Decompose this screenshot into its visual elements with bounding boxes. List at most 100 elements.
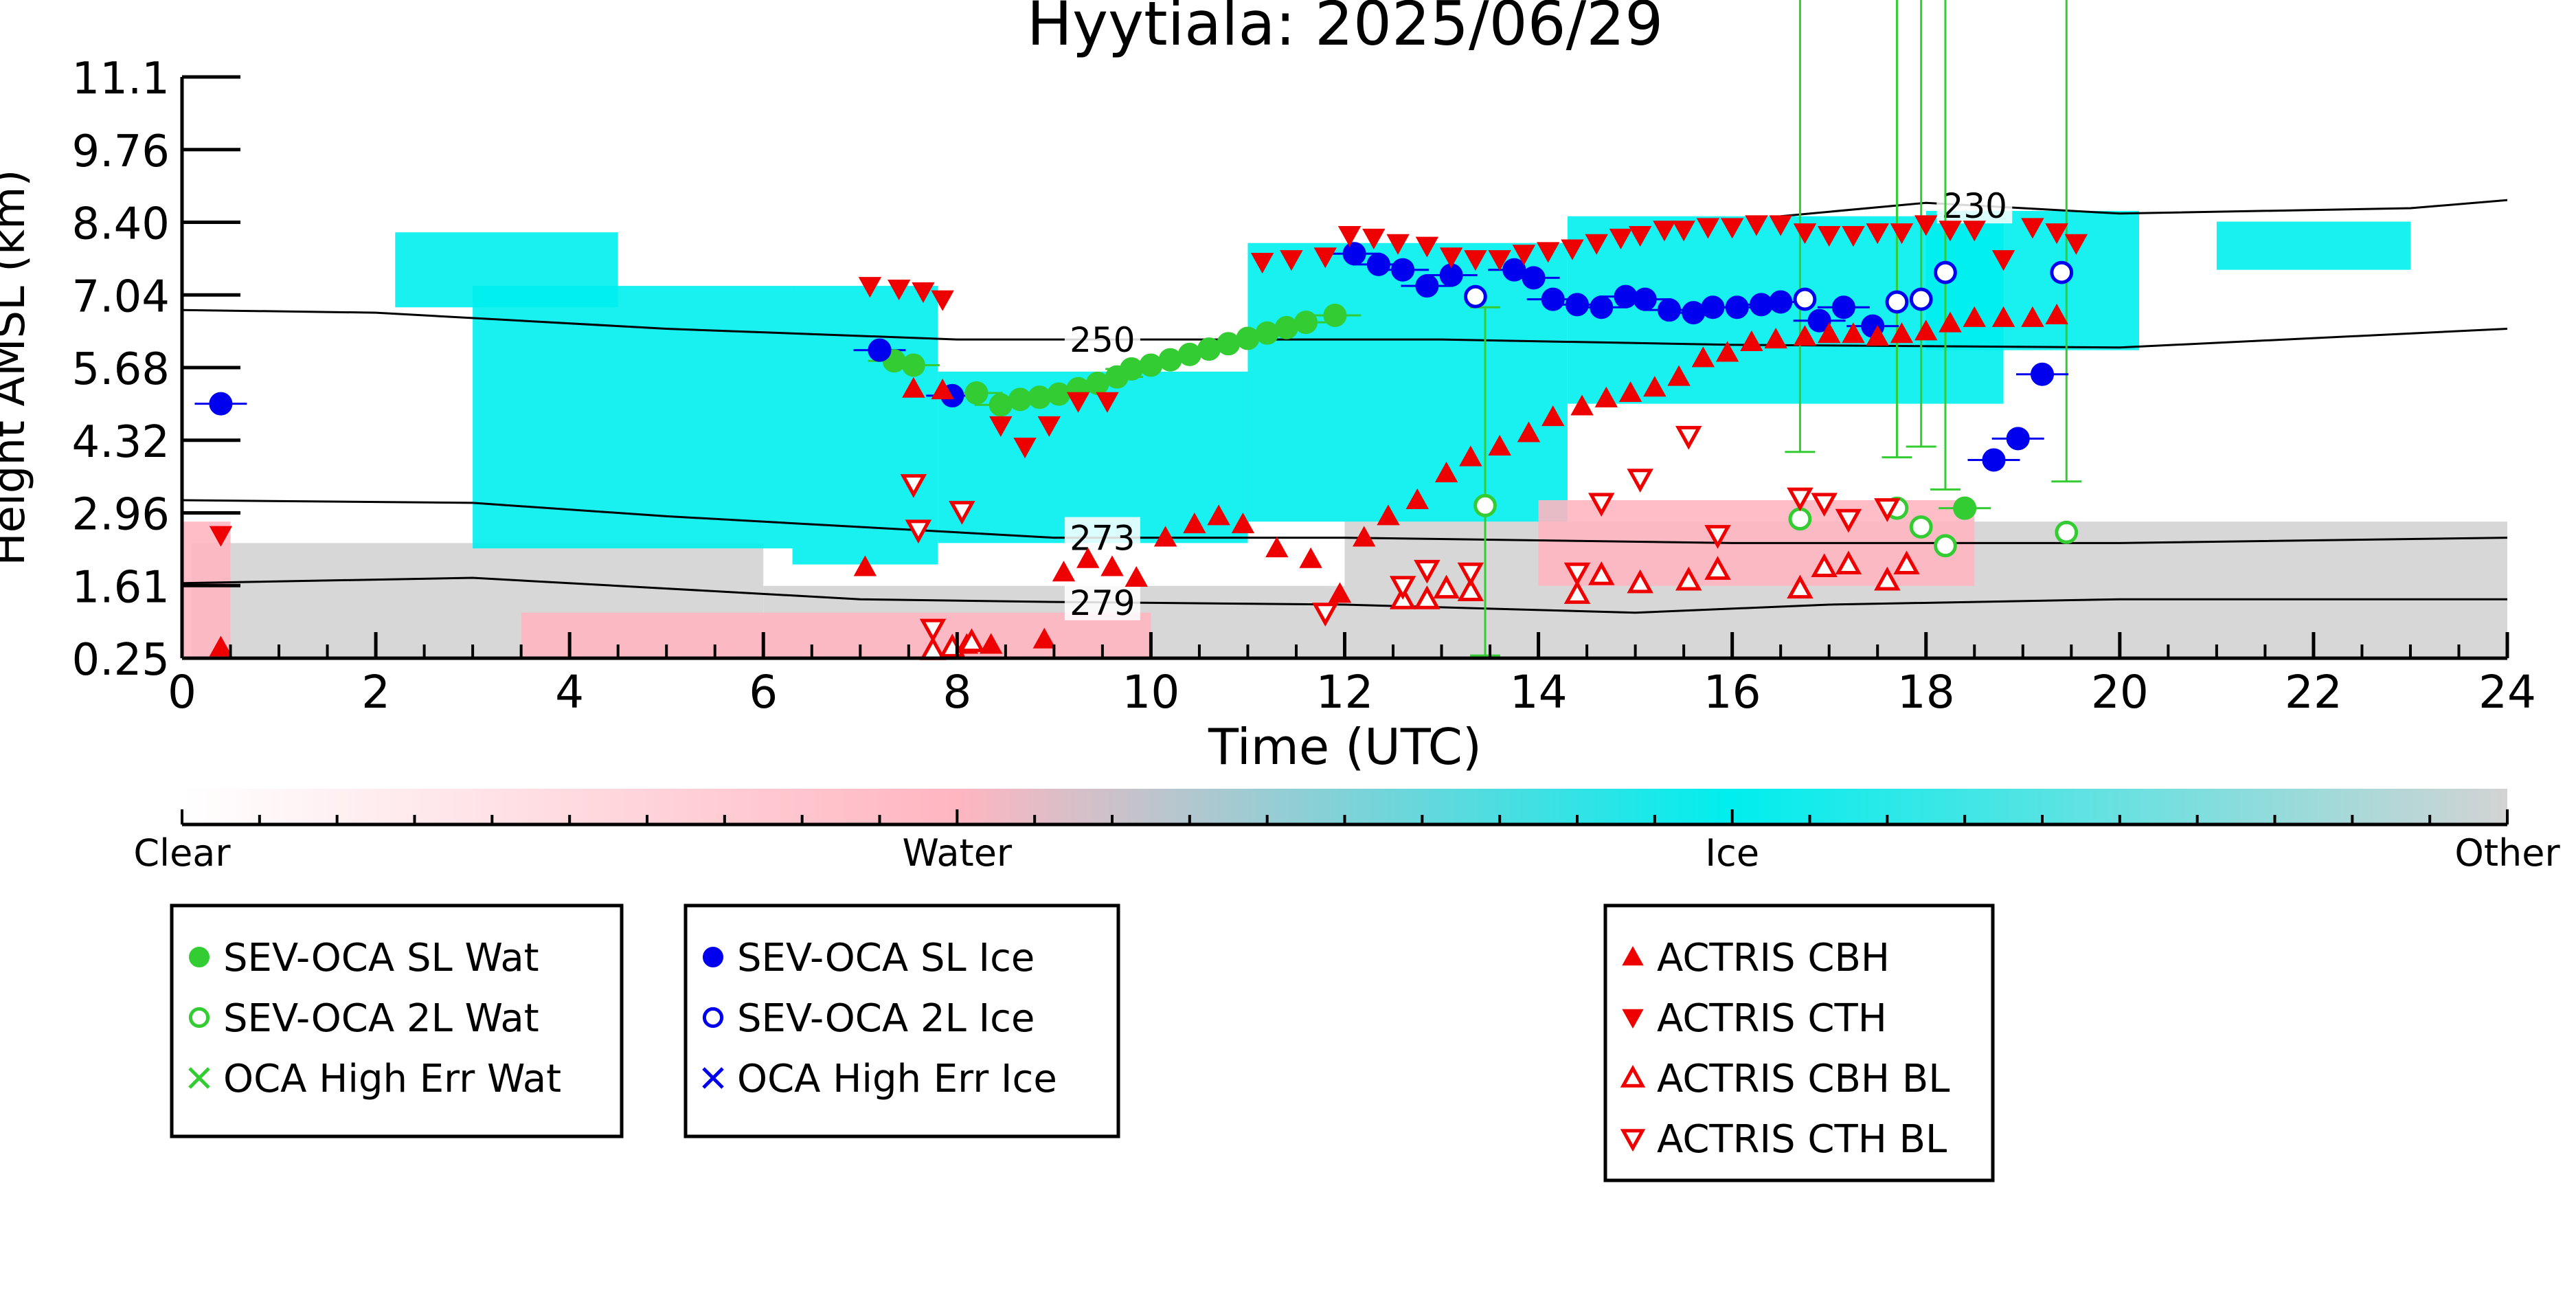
sev-oca-sl-wat-point: [1274, 315, 1298, 339]
legend-label: ACTRIS CTH: [1657, 996, 1887, 1041]
legend-marker-b: [702, 1067, 724, 1089]
legend: SEV-OCA SL Wat SEV-OCA 2L Wat OCA High Err…: [170, 903, 1995, 1182]
actris-cth-point: [1842, 226, 1865, 247]
actris-cbh-bl-point: [1414, 585, 1440, 609]
actris-cth-bl-point: [1312, 603, 1339, 627]
sev-oca-2l-ice-point: [1464, 284, 1487, 308]
sev-oca-sl-wat-point: [1177, 342, 1201, 366]
sev-oca-sl-ice-point: [2006, 427, 2030, 451]
actris-cth-point: [912, 282, 935, 303]
actris-cbh-point: [1353, 526, 1376, 547]
sev-oca-sl-ice-point: [2031, 362, 2054, 386]
isotherm-label: 273: [1070, 519, 1135, 559]
legend-marker: [702, 1007, 724, 1029]
actris-cth-point: [858, 277, 882, 298]
actris-cbh-point: [1594, 386, 1618, 407]
actris-cth-point: [1439, 247, 1463, 269]
actris-cbh-point: [1715, 341, 1739, 362]
isotherm-label: 250: [1070, 320, 1135, 360]
actris-cbh-point: [1032, 627, 1056, 649]
actris-cth-point: [1818, 226, 1841, 247]
x-tick-label: 20: [2091, 666, 2149, 719]
actris-cbh-bl-point: [1433, 574, 1460, 599]
actris-cth-point: [2045, 223, 2068, 245]
actris-cth-point: [1561, 239, 1584, 260]
sev-oca-2l-ice-point: [1934, 260, 1957, 284]
x-tick-label: 16: [1704, 666, 1761, 719]
actris-cth-bl-point: [919, 618, 947, 643]
actris-cth-point: [1653, 221, 1676, 242]
actris-cth-bl-point: [900, 474, 927, 498]
actris-cth-point: [1415, 236, 1439, 258]
sev-oca-sl-wat-point: [1008, 388, 1032, 412]
actris-cth-bl-point: [1457, 562, 1484, 587]
actris-cbh-point: [931, 379, 954, 400]
actris-cbh-point: [1842, 322, 1865, 344]
actris-cth-bl-point: [905, 519, 932, 544]
legend-marker: [1622, 945, 1644, 966]
sev-oca-sl-wat-point: [1028, 385, 1052, 409]
chart-title: Hyytiala: 2025/06/29: [1027, 0, 1663, 59]
x-tick-label: 6: [749, 666, 778, 719]
y-tick-label: 11.1: [72, 54, 170, 104]
sev-oca-sl-ice-point: [1682, 301, 1706, 325]
legend-frame: [170, 903, 624, 1138]
actris-cbh-point: [853, 555, 877, 576]
actris-cbh-point: [1793, 325, 1817, 346]
actris-cth-bl-point: [1874, 498, 1901, 522]
actris-cbh-bl-point: [1874, 566, 1901, 591]
actris-cth-point: [989, 416, 1013, 437]
isotherm-250: [182, 308, 2507, 349]
water-region-0: [182, 521, 231, 658]
sev-oca-sl-ice-point: [1566, 293, 1589, 317]
legend-label: ACTRIS CBH BL: [1657, 1057, 1950, 1101]
actris-cbh-point: [979, 633, 1003, 654]
actris-cbh-point: [1377, 504, 1400, 526]
x-axis-label: Time (UTC): [1208, 718, 1482, 776]
actris-cbh-point: [1643, 376, 1667, 397]
actris-cbh-point: [1570, 394, 1594, 416]
colorbar-label: Other: [2454, 831, 2560, 875]
ice-region-2: [792, 286, 938, 565]
sev-oca-sl-wat-point: [988, 393, 1013, 417]
y-tick-label: 4.32: [72, 417, 170, 468]
actris-cth-point: [1939, 221, 1962, 242]
legend-label: SEV-OCA SL Ice: [737, 936, 1035, 980]
sev-oca-sl-ice-point: [1502, 258, 1526, 282]
actris-cbh-point: [1328, 582, 1352, 603]
x-tick-label: 12: [1316, 666, 1374, 719]
sev-oca-sl-wat-point: [1953, 496, 1977, 520]
actris-cbh-bl-point: [958, 628, 985, 653]
actris-cbh-point: [1541, 405, 1565, 427]
actris-cth-point: [1250, 253, 1274, 274]
legend-label: ACTRIS CBH: [1657, 936, 1890, 980]
actris-cbh-point: [1618, 381, 1642, 403]
actris-cbh-point: [1405, 488, 1429, 509]
sev-oca-sl-wat-point: [1047, 382, 1071, 406]
actris-cbh-point: [1667, 365, 1691, 386]
x-tick-label: 0: [168, 666, 196, 719]
actris-cbh-bl-point: [1704, 556, 1731, 580]
actris-cbh-point: [1890, 322, 1914, 344]
sev-oca-sl-wat-point: [1255, 321, 1279, 345]
actris-cbh-point: [1866, 325, 1889, 346]
actris-cth-point: [1720, 218, 1744, 239]
actris-cth-point: [1337, 226, 1362, 247]
actris-cth-bl-point: [1588, 493, 1615, 517]
actris-cth-bl-point: [1787, 487, 1814, 512]
actris-cbh-bl-point: [1835, 550, 1862, 575]
actris-cth-point: [1386, 234, 1410, 255]
legend-box-1: SEV-OCA SL Wat SEV-OCA 2L Wat OCA High Err…: [170, 903, 624, 1138]
sev-oca-2l-ice-point: [2050, 260, 2074, 284]
y-tick-label: 0.25: [72, 635, 170, 686]
actris-cth-point: [1890, 223, 1914, 245]
legend-frame: [683, 903, 1120, 1138]
actris-cth-point: [1488, 250, 1511, 271]
y-tick-label: 8.40: [72, 199, 170, 250]
actris-cbh-point: [1740, 330, 1763, 351]
sev-oca-2l-ice-point: [1793, 287, 1817, 311]
plot-axes: 0 2 4 6 8 10 12 14 16 18 20 22 240.251.612.964.325.6…: [72, 54, 2536, 719]
actris-cbh-point: [1434, 461, 1458, 482]
water-region-1: [521, 612, 1151, 658]
